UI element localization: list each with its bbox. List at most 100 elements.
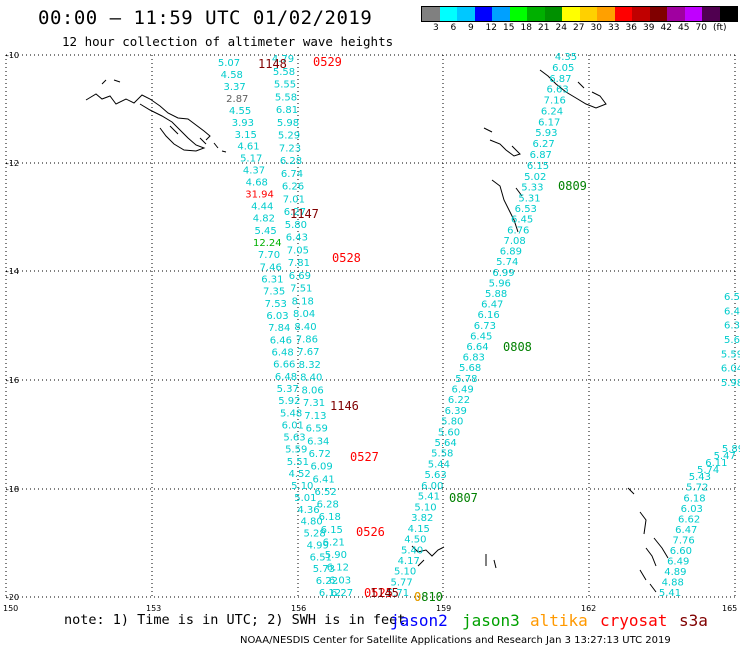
swh-value: 4.88 [662, 578, 684, 589]
swh-value: 6.4 [724, 306, 740, 317]
legend-label: 27 [573, 23, 585, 33]
lon-tick-label: 153 [146, 604, 161, 613]
swh-value: 5.55 [274, 80, 296, 91]
legend-swatch [614, 7, 632, 21]
swh-value: 6.18 [683, 493, 705, 504]
grid-lines [5, 54, 736, 598]
swh-value: 5.80 [441, 417, 463, 428]
swh-value: 4.35 [555, 52, 577, 63]
swh-value: 5.98 [277, 118, 299, 129]
swh-value: 5.59 [285, 445, 307, 456]
swh-value: 6.62 [678, 514, 700, 525]
swh-value: 5.71 [387, 588, 409, 599]
swh-value: 6.18 [319, 512, 341, 523]
swh-value: 6.59 [306, 424, 328, 435]
legend-label: 21 [538, 23, 550, 33]
swh-value: 6.99 [492, 268, 514, 279]
color-legend [421, 6, 738, 22]
swh-value: 5.73 [313, 564, 335, 575]
satellite-cryosat: cryosat [600, 611, 668, 630]
swh-value: 6.64 [466, 342, 488, 353]
swh-value: 7.70 [258, 250, 280, 261]
swh-value: 6.47 [481, 300, 503, 311]
swh-value: 6.49 [451, 385, 473, 396]
swh-value: 5.37 [277, 384, 299, 395]
swh-value: 6.09 [310, 462, 332, 473]
legend-label: 9 [468, 23, 474, 33]
swh-value: 5.17 [240, 154, 262, 165]
swh-value: 6.34 [307, 436, 329, 447]
lon-tick-label: 156 [291, 604, 306, 613]
swh-value: 7.67 [297, 347, 319, 358]
time-label: 0525 [364, 586, 393, 600]
swh-value: 6.28 [280, 156, 302, 167]
legend-label: (ft) [713, 23, 727, 33]
time-label: 0808 [503, 340, 532, 354]
swh-value: 5.48 [280, 408, 302, 419]
coastline-vanuatu [485, 487, 669, 593]
swh-value: 8.40 [294, 322, 316, 333]
swh-value: 5.51 [287, 457, 309, 468]
swh-value: 6.03 [329, 575, 351, 586]
swh-value: 6.46 [270, 335, 292, 346]
swh-value: 5.47 [714, 451, 736, 462]
lat-tick-label: -18 [6, 485, 19, 494]
swh-value: 4.82 [253, 214, 275, 225]
swh-value: 6.05 [552, 63, 574, 74]
satellite-altika: altika [530, 611, 588, 630]
swh-value: 6.26 [282, 182, 304, 193]
swh-value: 5.64 [434, 438, 456, 449]
swh-value: 6.48 [275, 372, 297, 383]
swh-value: 6.31 [261, 275, 283, 286]
legend-label: 24 [555, 23, 567, 33]
legend-swatch [509, 7, 527, 21]
swh-value: 5.58 [273, 67, 295, 78]
satellite-jason3: jason3 [462, 611, 520, 630]
swh-value: 5.60 [438, 427, 460, 438]
legend-swatch [562, 7, 580, 21]
time-label: 0526 [356, 525, 385, 539]
legend-label: 12 [485, 23, 497, 33]
swh-value: 5.02 [524, 172, 546, 183]
swh-value: 3.37 [223, 82, 245, 93]
swh-value: 6.53 [515, 204, 537, 215]
lon-tick-label: 162 [581, 604, 596, 613]
swh-value: 6.15 [321, 525, 343, 536]
swh-value: 6.16 [477, 310, 499, 321]
swh-value: 3.15 [235, 130, 257, 141]
swh-value: 6.15 [527, 161, 549, 172]
swh-value: 8.40 [300, 373, 322, 384]
swh-value: 7.13 [304, 411, 326, 422]
legend-swatch [597, 7, 615, 21]
legend-label: 30 [590, 23, 602, 33]
swh-value: 7.23 [279, 143, 301, 154]
swh-value: 6.12 [319, 588, 341, 599]
swh-value: 2.87 [226, 94, 248, 105]
swh-value: 5.59 [721, 349, 740, 360]
swh-value: 6.27 [284, 207, 306, 218]
swh-value: 6.03 [681, 504, 703, 515]
coastline-png-islands [199, 137, 227, 153]
swh-value: 5.92 [278, 396, 300, 407]
swh-value: 6.12 [327, 563, 349, 574]
legend-swatch [422, 7, 440, 21]
swh-value: 5.07 [218, 58, 240, 69]
tick-labels: -10 -12 -14 -16 -18 -20 150 153 156 159 162 165 [3, 51, 737, 613]
swh-value: 31.94 [245, 190, 274, 201]
swh-value: 5.68 [459, 363, 481, 374]
time-label: 1148 [258, 57, 287, 71]
swh-value: 4.68 [246, 178, 268, 189]
swh-value: 6.24 [541, 106, 563, 117]
coastline-australia-tip [411, 545, 445, 567]
legend-swatch [684, 7, 702, 21]
swh-value: 5.96 [489, 278, 511, 289]
swh-value: 6.72 [309, 449, 331, 460]
legend-label: 3 [433, 23, 439, 33]
swh-value: 6.22 [316, 576, 338, 587]
swh-value: 6.39 [445, 406, 467, 417]
satellite-s3a: s3a [679, 611, 708, 630]
swh-value: 4.58 [221, 70, 243, 81]
lat-tick-label: -12 [6, 159, 19, 168]
swh-value: 6.74 [281, 169, 303, 180]
